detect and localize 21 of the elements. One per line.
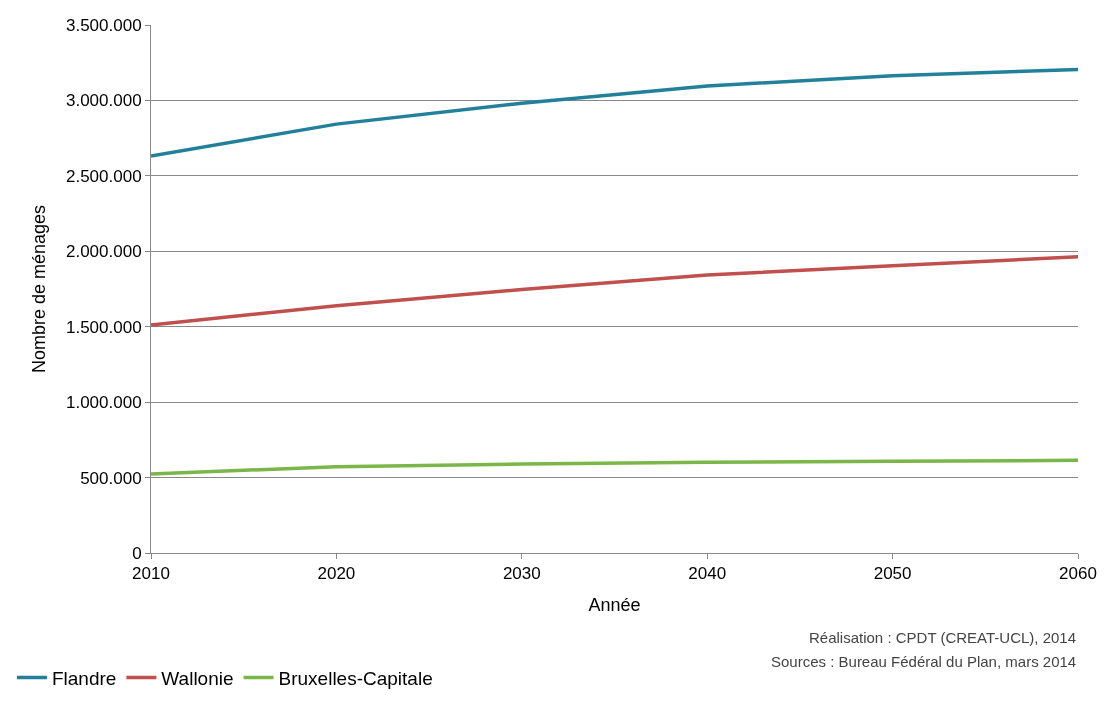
y-tick-label: 0 [132,543,142,563]
x-tick-label: 2020 [317,564,356,584]
legend-label: Wallonie [161,667,234,689]
x-tick-label: 2060 [1059,564,1097,584]
x-tick-label: 2010 [132,564,170,584]
y-tick-label: 3.500.000 [65,15,142,35]
x-tick-label: 2040 [688,564,727,584]
source-note: Sources : Bureau Fédéral du Plan, mars 2014 [771,653,1077,670]
x-tick-label: 2050 [873,564,912,584]
text: Réalisation : CPDT (CREAT-UCL), 2014 [809,629,1077,646]
y-tick-label: 1.000.000 [65,393,142,413]
x-axis-title: Année [588,594,641,615]
y-tick-label: 1.500.000 [65,317,142,337]
legend-label: Flandre [51,667,117,689]
y-tick-label: 500.000 [80,468,142,488]
y-tick-label: 2.500.000 [65,166,142,186]
legend-label: Bruxelles-Capitale [278,667,433,689]
y-tick-label: 3.000.000 [65,91,142,111]
x-tick-label: 2030 [502,564,541,584]
y-tick-label: 2.000.000 [65,242,142,262]
y-axis-title: Nombre de ménages [29,204,50,374]
